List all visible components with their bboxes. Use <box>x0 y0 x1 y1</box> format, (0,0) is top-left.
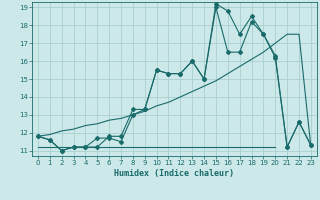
X-axis label: Humidex (Indice chaleur): Humidex (Indice chaleur) <box>115 169 234 178</box>
